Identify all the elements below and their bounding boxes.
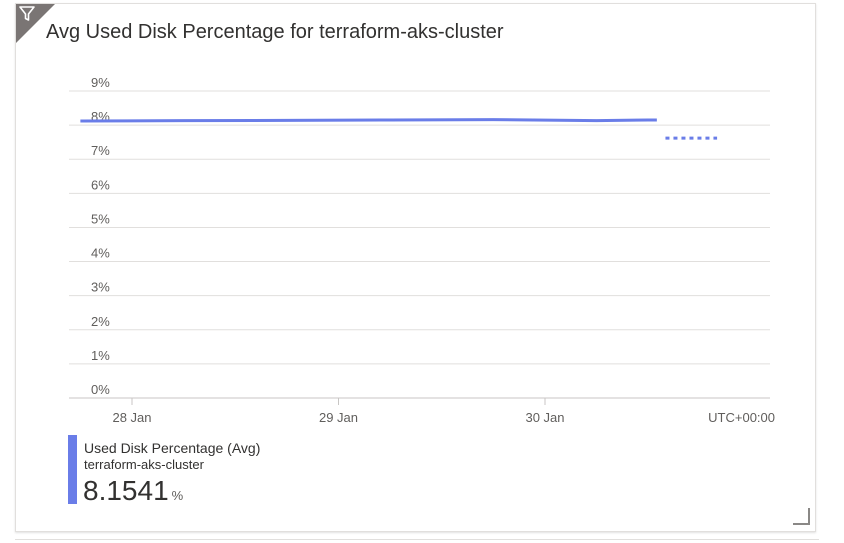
series-line <box>80 118 657 123</box>
resize-handle[interactable] <box>793 508 810 525</box>
filter-icon[interactable] <box>19 6 35 22</box>
tile-bottom-rule <box>15 539 819 540</box>
timezone-label: UTC+00:00 <box>708 410 775 424</box>
x-tick-label: 29 Jan <box>319 410 358 424</box>
legend-value-unit: % <box>171 488 184 503</box>
x-tick-label: 30 Jan <box>525 410 564 424</box>
legend-color-bar <box>68 435 77 504</box>
chart-title: Avg Used Disk Percentage for terraform-a… <box>46 21 504 43</box>
y-tick-label: 4% <box>91 246 110 261</box>
y-tick-label: 0% <box>91 382 110 397</box>
legend-value-number: 8.1541 <box>83 475 169 506</box>
y-tick-label: 6% <box>91 177 110 192</box>
legend-resource-name: terraform-aks-cluster <box>84 457 204 472</box>
y-tick-label: 7% <box>91 143 110 158</box>
y-tick-label: 1% <box>91 348 110 363</box>
line-chart: 0%1%2%3%4%5%6%7%8%9%28 Jan 29 Jan 30 Jan UT… <box>69 75 775 424</box>
y-tick-label: 2% <box>91 314 110 329</box>
y-tick-label: 3% <box>91 280 110 295</box>
legend-value: 8.1541% <box>83 475 183 507</box>
x-tick-label: 28 Jan <box>112 410 151 424</box>
y-tick-label: 9% <box>91 75 110 90</box>
legend-series-label: Used Disk Percentage (Avg) <box>84 440 261 456</box>
chart-tile: Avg Used Disk Percentage for terraform-a… <box>15 3 816 532</box>
y-tick-label: 5% <box>91 211 110 226</box>
